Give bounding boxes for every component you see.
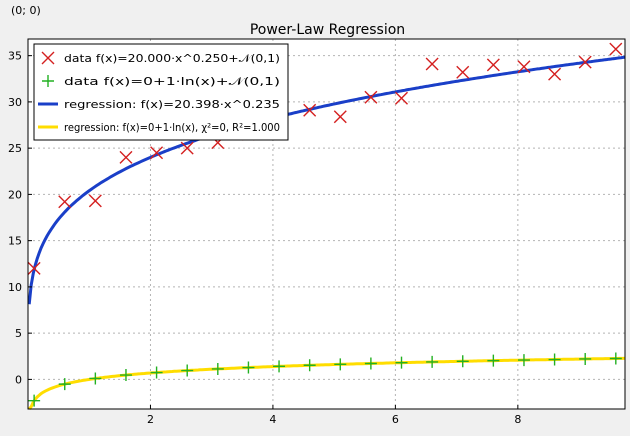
y-tick-label: 30 bbox=[8, 96, 22, 109]
data-point-plus-marker bbox=[181, 364, 194, 377]
chart-title: Power-Law Regression bbox=[249, 22, 406, 38]
data-point-x-marker bbox=[486, 58, 500, 72]
y-tick-label: 10 bbox=[8, 281, 22, 294]
data-point-x-marker bbox=[27, 261, 41, 275]
x-tick-label: 6 bbox=[392, 413, 399, 426]
legend-entry-label: data f(x)=0+1·ln(x)+𝒩(0,1) bbox=[64, 75, 280, 88]
data-markers bbox=[27, 42, 623, 407]
data-point-plus-marker bbox=[548, 353, 561, 366]
data-point-x-marker bbox=[395, 91, 409, 105]
data-point-plus-marker bbox=[58, 378, 71, 391]
y-tick-label: 0 bbox=[15, 373, 22, 386]
data-point-x-marker bbox=[333, 110, 347, 124]
data-point-x-marker bbox=[456, 65, 470, 79]
data-point-x-marker bbox=[578, 55, 592, 69]
data-point-plus-marker bbox=[334, 358, 347, 371]
data-point-plus-marker bbox=[517, 354, 530, 367]
data-point-x-marker bbox=[58, 195, 72, 209]
y-tick-label: 35 bbox=[8, 50, 22, 63]
data-point-x-marker bbox=[517, 60, 531, 74]
y-tick-label: 15 bbox=[8, 235, 22, 248]
data-point-x-marker bbox=[119, 150, 133, 164]
axis-ticks: 2 4 6 8 0 5 10 15 20 25 30 35 bbox=[8, 50, 521, 426]
data-point-x-marker bbox=[88, 194, 102, 208]
x-tick-label: 4 bbox=[269, 413, 276, 426]
data-point-plus-marker bbox=[211, 362, 224, 375]
y-tick-label: 20 bbox=[8, 188, 22, 201]
power-regression-line bbox=[27, 55, 626, 305]
data-point-plus-marker bbox=[456, 355, 469, 368]
data-point-x-marker bbox=[150, 146, 164, 160]
data-point-plus-marker bbox=[273, 360, 286, 373]
data-point-plus-marker bbox=[119, 369, 132, 382]
coordinate-readout: (0; 0) bbox=[11, 4, 41, 17]
data-point-plus-marker bbox=[242, 361, 255, 374]
legend-entry-label: regression: f(x)=0+1·ln(x), χ²=0, R²=1.0… bbox=[64, 121, 280, 134]
data-point-plus-marker bbox=[395, 356, 408, 369]
plot-frame bbox=[27, 38, 626, 410]
data-point-plus-marker bbox=[150, 366, 163, 379]
legend-x-marker bbox=[41, 51, 55, 65]
data-point-plus-marker bbox=[89, 372, 102, 385]
data-point-x-marker bbox=[425, 57, 439, 71]
legend-plus-marker bbox=[42, 75, 54, 87]
data-point-plus-marker bbox=[28, 394, 41, 407]
legend-entry-label: data f(x)=20.000·x^0.250+𝒩(0,1) bbox=[64, 52, 280, 65]
data-point-x-marker bbox=[303, 103, 317, 117]
x-tick-label: 8 bbox=[514, 413, 521, 426]
data-point-plus-marker bbox=[303, 359, 316, 372]
data-point-plus-marker bbox=[609, 352, 622, 365]
x-tick-label: 2 bbox=[147, 413, 154, 426]
legend-entry-label: regression: f(x)=20.398·x^0.235 bbox=[64, 98, 280, 111]
legend[interactable]: data f(x)=20.000·x^0.250+𝒩(0,1) data f(x)… bbox=[33, 43, 289, 141]
data-point-plus-marker bbox=[364, 357, 377, 370]
data-point-x-marker bbox=[609, 42, 623, 56]
y-tick-label: 25 bbox=[8, 142, 22, 155]
data-point-x-marker bbox=[364, 90, 378, 104]
data-point-x-marker bbox=[180, 141, 194, 155]
data-point-plus-marker bbox=[426, 355, 439, 368]
y-tick-label: 5 bbox=[15, 327, 22, 340]
data-point-x-marker bbox=[548, 67, 562, 81]
data-point-plus-marker bbox=[487, 354, 500, 367]
data-point-plus-marker bbox=[579, 352, 592, 365]
legend-box bbox=[33, 43, 289, 141]
